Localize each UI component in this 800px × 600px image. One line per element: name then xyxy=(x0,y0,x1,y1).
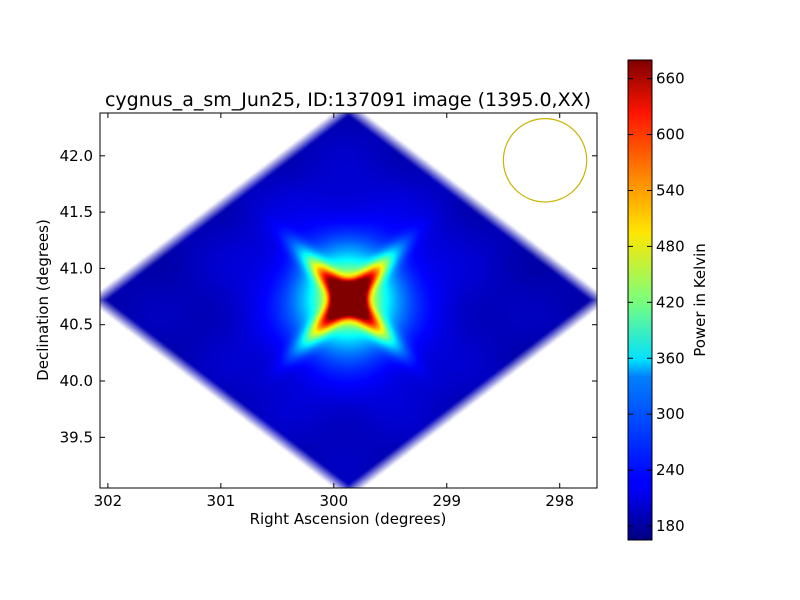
colorbar-tick-label: 660 xyxy=(656,70,685,88)
y-tick-label: 41.5 xyxy=(60,203,93,221)
x-tick-label: 301 xyxy=(207,492,236,510)
colorbar-label: Power in Kelvin xyxy=(691,243,709,357)
colorbar-tick-label: 420 xyxy=(656,293,685,311)
colorbar-tick-label: 300 xyxy=(656,405,685,423)
colorbar-tick-label: 600 xyxy=(656,126,685,144)
y-tick-label: 39.5 xyxy=(60,428,93,446)
colorbar-frame xyxy=(627,59,653,541)
x-tick-label: 299 xyxy=(432,492,461,510)
colorbar-ticks: 180 240 300 360 420 480 540 600 660 xyxy=(628,70,685,535)
y-tick-label: 40.0 xyxy=(60,372,93,390)
colorbar-tick-label: 540 xyxy=(656,181,685,199)
sky-map-raster xyxy=(100,113,597,488)
heatmap-image xyxy=(100,113,597,488)
y-tick-label: 42.0 xyxy=(60,147,93,165)
beam-circle xyxy=(502,118,588,203)
x-axis-ticks: 302 301 300 299 298 xyxy=(94,113,574,510)
colorbar-tick-label: 180 xyxy=(656,517,685,535)
colorbar-tick-label: 240 xyxy=(656,461,685,479)
colorbar-tick-label: 480 xyxy=(656,237,685,255)
plot-frame xyxy=(99,112,598,489)
y-axis-ticks: 39.5 40.0 40.5 41.0 41.5 42.0 xyxy=(60,147,597,446)
colorbar-tick-label: 360 xyxy=(656,349,685,367)
x-tick-label: 298 xyxy=(545,492,574,510)
x-tick-label: 302 xyxy=(94,492,123,510)
x-axis-label: Right Ascension (degrees) xyxy=(250,510,447,528)
chart-title: cygnus_a_sm_Jun25, ID:137091 image (1395… xyxy=(105,89,591,111)
y-axis-label: Declination (degrees) xyxy=(34,219,52,381)
y-tick-label: 40.5 xyxy=(60,316,93,334)
y-tick-label: 41.0 xyxy=(60,259,93,277)
colorbar xyxy=(628,60,652,540)
x-tick-label: 300 xyxy=(319,492,348,510)
